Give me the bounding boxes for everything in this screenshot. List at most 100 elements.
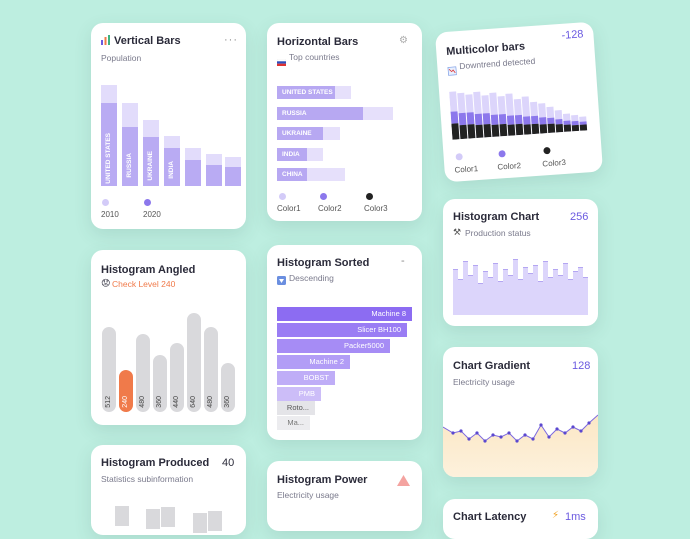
pill-label: 480	[207, 396, 214, 408]
vbar-2020	[122, 127, 138, 186]
more-menu-icon[interactable]: ···	[224, 34, 238, 46]
vbar-2020	[143, 137, 159, 186]
card-horizontal-bars[interactable]: Horizontal Bars ⚙ Top countries UNITED S…	[267, 23, 422, 221]
stacked-bar-6	[489, 92, 500, 137]
sorted-bar: Slicer BH100	[277, 323, 407, 337]
produced-bar	[161, 507, 175, 527]
hist-bar	[543, 261, 548, 315]
hbar-label: RUSSIA	[282, 110, 307, 117]
card-title: Histogram Angled	[101, 264, 196, 276]
hist-bar	[508, 275, 513, 315]
hist-bar	[478, 283, 483, 315]
hbar-front	[277, 127, 323, 140]
card-histogram-angled[interactable]: Histogram Angled 😟 Check Level 240 512 2…	[91, 250, 246, 425]
hist-bar	[558, 275, 563, 315]
legend-label: Color1	[454, 164, 479, 175]
hist-bar	[563, 263, 568, 315]
stacked-bar-10	[521, 96, 532, 135]
legend-dot-2010	[102, 199, 109, 206]
sorted-bar: Packer5000	[277, 339, 390, 353]
vbar-label: INDIA	[168, 161, 175, 179]
card-multicolor-bars[interactable]: Multicolor bars -128 Downtrend detected …	[434, 21, 604, 183]
hbar-front	[277, 168, 307, 181]
legend-dot-color1	[279, 193, 286, 200]
stacked-bar-5	[481, 95, 492, 138]
hist-bar	[493, 263, 498, 315]
hist-bar	[553, 269, 558, 315]
card-title: Vertical Bars	[114, 35, 181, 47]
card-value: 256	[570, 211, 589, 223]
pill-bar	[170, 343, 184, 412]
sorted-bar: Roto...	[277, 401, 315, 415]
pill-label: 640	[190, 396, 197, 408]
card-histogram-produced[interactable]: Histogram Produced 40 Statistics subinfo…	[91, 445, 246, 535]
card-value: 40	[222, 457, 235, 469]
legend-label: Color3	[542, 157, 567, 169]
hist-bar	[453, 269, 458, 315]
vbar-2020	[101, 103, 117, 186]
stacked-bar-15	[562, 113, 572, 132]
chart-down-icon	[447, 62, 457, 81]
produced-bar	[115, 506, 129, 526]
card-value: 128	[572, 360, 591, 372]
hbar-front	[277, 86, 335, 99]
hist-bar	[498, 281, 503, 315]
card-histogram-power[interactable]: Histogram Power Electricity usage	[267, 461, 422, 531]
pill-bar	[204, 327, 218, 412]
card-subtitle: Electricity usage	[453, 377, 515, 387]
card-histogram-sorted[interactable]: Histogram Sorted - Descending Machine 8 …	[267, 245, 422, 440]
vbar-label: UKRAINE	[147, 151, 154, 181]
hist-bar	[548, 277, 553, 315]
legend-dot-color3	[543, 146, 551, 155]
legend-dot-color2	[320, 193, 327, 200]
hbar-label: CHINA	[282, 171, 303, 178]
stacked-bar-11	[530, 101, 540, 135]
hist-bar	[488, 277, 493, 315]
bar-chart-icon	[101, 35, 111, 48]
legend-dot-color3	[366, 193, 373, 200]
hist-bar	[463, 261, 468, 315]
stacked-bar-1	[449, 91, 460, 140]
hist-bar	[513, 259, 518, 315]
legend-dot-2020	[144, 199, 151, 206]
card-subtitle: Production status	[465, 228, 531, 238]
pill-bar	[102, 327, 116, 412]
pill-label: 360	[156, 396, 163, 408]
card-histogram-chart[interactable]: Histogram Chart 256 ⚒ Production status	[443, 199, 598, 326]
hist-bar	[583, 277, 588, 315]
hbar-label: INDIA	[282, 151, 300, 158]
card-vertical-bars[interactable]: Vertical Bars ··· Population UNITED STAT…	[91, 23, 246, 229]
hbar-front	[277, 107, 363, 120]
card-subtitle: Top countries	[289, 52, 340, 62]
hist-bar	[518, 279, 523, 315]
produced-bar	[146, 509, 160, 529]
card-title: Horizontal Bars	[277, 36, 359, 48]
hist-bar	[523, 267, 528, 315]
pill-label: 360	[224, 396, 231, 408]
legend-label: Color2	[497, 161, 522, 172]
stacked-bar-8	[505, 93, 516, 136]
vbar-2020	[225, 167, 241, 186]
card-chart-latency[interactable]: Chart Latency ⚡ 1ms	[443, 499, 598, 539]
sorted-bar: PMB	[277, 387, 321, 401]
legend-label: Color3	[364, 204, 388, 213]
card-value: 1ms	[565, 511, 586, 523]
collapse-icon[interactable]: -	[401, 255, 406, 267]
card-title: Histogram Sorted	[277, 257, 370, 269]
card-title: Histogram Chart	[453, 211, 540, 223]
hist-bar	[573, 271, 578, 315]
hbar-front	[277, 148, 307, 161]
card-subtitle: Population	[101, 53, 142, 63]
produced-bar	[193, 513, 207, 533]
sort-down-icon	[277, 272, 286, 290]
hist-bar	[503, 269, 508, 315]
card-subtitle: Statistics subinformation	[101, 474, 194, 484]
hist-bar	[568, 279, 573, 315]
card-title: Multicolor bars	[445, 40, 526, 58]
stacked-bar-17	[579, 116, 588, 131]
card-title: Chart Latency	[453, 511, 527, 523]
stacked-bar-16	[571, 114, 580, 132]
card-chart-gradient[interactable]: Chart Gradient 128 Electricity usage	[443, 347, 598, 477]
stacked-bar-12	[538, 103, 548, 134]
gear-icon[interactable]: ⚙	[399, 35, 408, 46]
